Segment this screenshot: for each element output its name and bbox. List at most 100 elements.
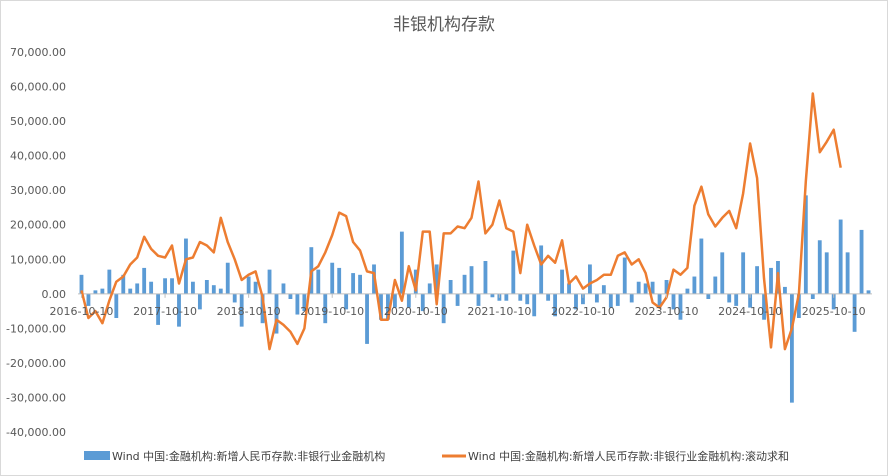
bar [796,293,801,318]
bar [546,293,551,301]
bar [392,293,397,308]
bar [601,285,606,294]
bar [302,293,307,312]
y-tick-label: 60,000.00 [10,81,66,94]
bar [253,281,258,294]
bar [434,264,439,294]
bar [128,288,133,294]
bar [838,219,843,294]
bar [824,252,829,294]
bar [177,293,181,327]
bar [525,293,530,305]
bar [79,274,84,294]
bar [741,252,746,294]
x-tick-label: 2023-10-10 [635,305,699,318]
series-line [80,92,842,351]
bar [260,293,265,324]
bar [274,293,279,334]
bar [699,238,704,294]
bar [399,231,404,294]
bar [295,293,300,315]
bar [316,269,321,294]
chart-title: 非银机构存款 [393,15,495,35]
bar [406,293,411,308]
bar [197,293,202,310]
bar [685,288,690,294]
bar [114,293,119,318]
bar [803,195,808,294]
bar [483,261,488,294]
bar [706,293,711,299]
legend: Wind 中国:金融机构:新增人民币存款:非银行业金融机构 Wind 中国:金融… [84,449,789,463]
bar [671,293,676,310]
bar [490,293,495,298]
bar [441,293,446,324]
x-tick-label: 2021-10-10 [467,305,531,318]
bar [657,293,662,308]
y-tick-label: 70,000.00 [10,46,66,59]
bar [204,280,209,294]
legend-swatch-bar [84,451,110,460]
bar [769,267,773,294]
y-tick-label: 40,000.00 [10,150,66,163]
bar [337,267,342,294]
bar [831,293,836,310]
bar [817,240,822,294]
bar [678,293,683,320]
bar [184,238,188,294]
bar [664,280,669,294]
bar [783,286,787,294]
bar [121,274,126,294]
bar [748,293,753,308]
bar [810,293,815,299]
bar [344,293,349,310]
bar [588,264,592,294]
bar [281,283,286,294]
bar [720,252,725,294]
bar [358,274,362,294]
bar [225,262,230,294]
bar [100,288,105,294]
bar [232,293,237,303]
bar [379,293,383,320]
bar [594,293,599,303]
legend-label-line: Wind 中国:金融机构:新增人民币存款:非银行业金融机构:滚动求和 [468,449,789,463]
bar [859,229,864,294]
bar [211,285,216,294]
y-tick-label: -10,000.00 [6,322,66,335]
bar [365,293,369,344]
bar [581,293,585,305]
x-tick-label: 2016-10-10 [50,305,114,318]
bar [386,293,390,320]
bar [462,274,467,294]
x-axis: 2016-10-10 2017-10-10 2018-10-10 2019-10-10… [50,293,866,318]
bar [246,276,251,294]
x-tick-label: 2020-10-10 [384,305,448,318]
x-tick-label: 2019-10-10 [300,305,364,318]
bar [574,293,578,310]
y-axis: 70,000.00 60,000.00 50,000.00 40,000.00 30,0… [6,46,66,439]
bar [629,293,634,303]
bar [643,283,648,294]
y-tick-label: -30,000.00 [6,391,66,404]
bar [93,290,98,294]
y-tick-label: -20,000.00 [6,357,66,370]
bar [239,293,244,327]
bar [476,293,481,306]
bar [553,293,558,317]
bar [288,293,293,299]
bar [86,293,91,306]
bar [713,276,718,294]
bar [734,293,739,306]
x-tick-label: 2022-10-10 [551,305,615,318]
bar [135,283,140,294]
bar-series [79,195,871,403]
bar [567,283,571,294]
bar [755,266,759,294]
bar [469,266,474,294]
bar [218,288,223,294]
bar [518,293,523,301]
bar [142,267,147,294]
bar [504,293,509,301]
